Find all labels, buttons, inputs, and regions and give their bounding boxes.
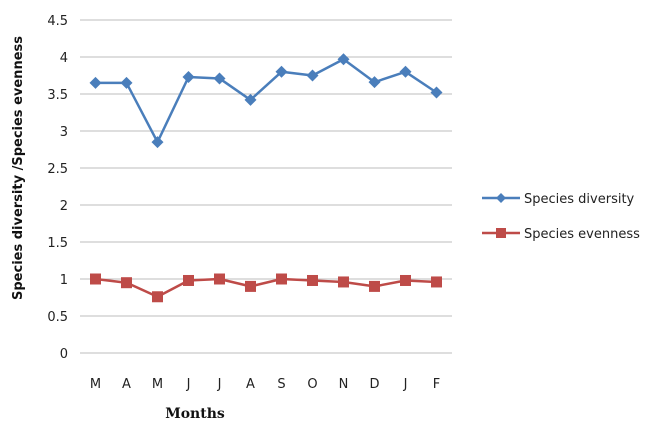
data-point-diamond <box>244 93 257 106</box>
data-point-diamond <box>368 76 381 89</box>
data-point-square <box>214 273 225 285</box>
y-tick-label: 2 <box>60 199 68 214</box>
y-tick-label: 0.5 <box>47 310 68 325</box>
data-point-diamond <box>275 65 288 78</box>
y-tick-label: 2.5 <box>47 162 68 177</box>
data-point-square <box>431 276 442 288</box>
x-tick-label: J <box>186 377 191 392</box>
data-point-square <box>400 274 411 286</box>
x-tick-label: O <box>307 377 317 392</box>
x-axis-title: Months <box>165 406 225 422</box>
y-tick-label: 1.5 <box>47 236 68 251</box>
gridlines <box>80 19 452 354</box>
y-tick-label: 4.5 <box>47 14 68 29</box>
y-tick-label: 3.5 <box>47 88 68 103</box>
legend-label: Species diversity <box>524 192 635 207</box>
y-axis-title: Species diversity /Species evenness <box>11 36 26 300</box>
series-line <box>95 57 438 144</box>
data-point-diamond <box>430 86 443 99</box>
legend-label: Species evenness <box>524 227 640 242</box>
data-point-diamond <box>399 65 412 78</box>
legend: Species diversity Species evenness <box>482 192 640 242</box>
x-tick-label: J <box>403 377 408 392</box>
data-point-diamond <box>213 72 226 85</box>
data-point-square <box>121 277 132 289</box>
data-point-square <box>245 280 256 292</box>
data-point-diamond <box>337 53 350 66</box>
x-tick-label: J <box>217 377 222 392</box>
data-point-square <box>152 291 163 303</box>
data-point-square <box>369 280 380 292</box>
x-tick-label: N <box>339 377 349 392</box>
x-tick-label: A <box>246 377 255 392</box>
data-point-square <box>338 276 349 288</box>
data-point-square <box>276 273 287 285</box>
data-point-diamond <box>120 76 133 89</box>
x-tick-label: F <box>433 377 440 392</box>
y-tick-labels: 0 0.5 1 1.5 2 2.5 3 3.5 4 4.5 <box>47 14 68 362</box>
y-tick-label: 0 <box>60 347 68 362</box>
data-point-square <box>90 273 101 285</box>
data-point-square <box>183 274 194 286</box>
series-group <box>89 53 443 303</box>
x-tick-label: D <box>369 377 379 392</box>
data-point-square <box>307 274 318 286</box>
x-tick-label: M <box>90 377 101 392</box>
legend-marker-square <box>496 228 506 238</box>
data-point-diamond <box>89 76 102 89</box>
data-point-diamond <box>151 136 164 149</box>
x-tick-label: A <box>122 377 131 392</box>
x-tick-label: S <box>277 377 285 392</box>
series-line <box>95 277 437 299</box>
y-tick-label: 4 <box>60 51 68 66</box>
data-point-diamond <box>306 69 319 82</box>
legend-marker-diamond <box>496 193 506 203</box>
data-point-diamond <box>182 70 195 83</box>
x-tick-label: M <box>152 377 163 392</box>
y-tick-label: 3 <box>60 125 68 140</box>
y-tick-label: 1 <box>60 273 68 288</box>
